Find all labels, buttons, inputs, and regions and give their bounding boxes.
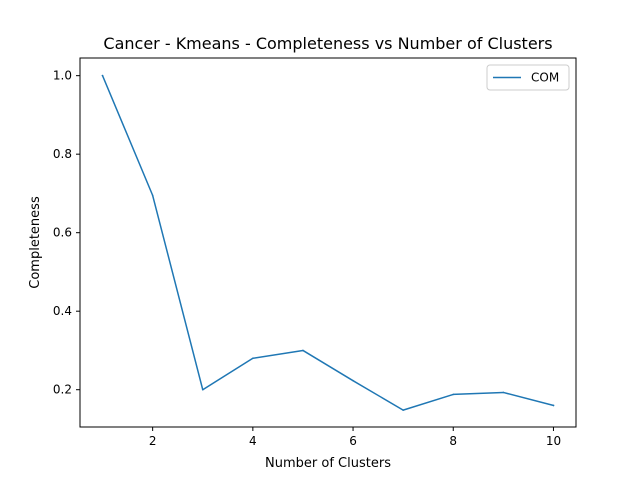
plot-background xyxy=(80,58,576,427)
legend-label-com: COM xyxy=(531,71,559,85)
x-tick-label: 8 xyxy=(449,434,457,448)
data-point xyxy=(101,74,104,77)
x-tick-label: 2 xyxy=(149,434,157,448)
series-layer xyxy=(101,74,555,411)
y-tick-label: 0.4 xyxy=(53,304,72,318)
data-point xyxy=(151,194,154,197)
data-point xyxy=(452,393,455,396)
data-point xyxy=(402,409,404,411)
data-point xyxy=(252,357,254,360)
y-tick-label: 0.2 xyxy=(53,383,72,397)
data-point xyxy=(502,391,505,394)
y-axis: 0.2 0.4 0.6 0.8 1.0 xyxy=(53,69,80,397)
data-point xyxy=(352,379,354,382)
x-tick-label: 4 xyxy=(249,434,257,448)
plot-frame xyxy=(79,57,577,428)
data-point xyxy=(552,404,555,407)
x-axis: 2 4 6 8 10 xyxy=(149,427,561,448)
y-tick-label: 0.6 xyxy=(53,226,72,240)
x-tick-label: 10 xyxy=(546,434,561,448)
data-point xyxy=(302,349,304,352)
y-axis-label: Completeness xyxy=(28,196,43,289)
data-point xyxy=(201,388,204,391)
x-tick-label: 6 xyxy=(349,434,357,448)
chart-title: Cancer - Kmeans - Completeness vs Number… xyxy=(103,34,552,53)
x-axis-label: Number of Clusters xyxy=(265,456,391,471)
series-line-com xyxy=(101,74,555,411)
legend-box xyxy=(486,64,570,91)
y-tick-label: 1.0 xyxy=(53,69,72,83)
legend: COM xyxy=(486,64,570,91)
y-tick-label: 0.8 xyxy=(53,147,72,161)
